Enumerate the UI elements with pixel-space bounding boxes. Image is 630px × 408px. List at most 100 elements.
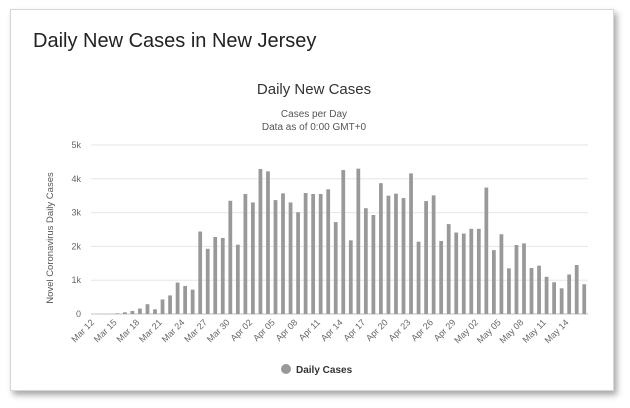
- bar[interactable]: [130, 310, 135, 314]
- x-tick-label: Mar 24: [160, 317, 187, 344]
- bar[interactable]: [296, 212, 300, 314]
- bar[interactable]: [198, 231, 203, 314]
- x-tick-label: Mar 15: [92, 317, 119, 344]
- grid-lines: [91, 144, 588, 315]
- bar[interactable]: [190, 289, 195, 314]
- bar[interactable]: [115, 313, 120, 314]
- bar[interactable]: [386, 195, 391, 314]
- legend-item[interactable]: Daily Cases: [281, 364, 353, 376]
- bar[interactable]: [183, 285, 188, 314]
- chart-subtitle-1: Cases per Day: [281, 109, 347, 120]
- bar[interactable]: [311, 194, 316, 314]
- bar[interactable]: [514, 245, 519, 314]
- bar[interactable]: [281, 193, 285, 314]
- bar[interactable]: [424, 201, 428, 314]
- y-axis-label: Novel Coronavirus Daily Cases: [45, 172, 56, 304]
- bar[interactable]: [461, 233, 466, 314]
- x-tick-label: May 05: [475, 317, 503, 345]
- bar[interactable]: [273, 200, 278, 314]
- bar[interactable]: [220, 237, 225, 314]
- bar[interactable]: [251, 202, 255, 314]
- bar[interactable]: [469, 228, 474, 314]
- bar[interactable]: [559, 288, 564, 314]
- bar[interactable]: [205, 248, 210, 314]
- bar[interactable]: [552, 282, 556, 314]
- bar[interactable]: [258, 168, 263, 314]
- bar[interactable]: [333, 222, 338, 314]
- bar[interactable]: [168, 295, 172, 314]
- bar[interactable]: [288, 202, 293, 314]
- bar[interactable]: [401, 198, 406, 314]
- bar[interactable]: [431, 195, 436, 314]
- bar[interactable]: [491, 250, 496, 314]
- bar[interactable]: [484, 187, 489, 314]
- bars: [115, 168, 587, 314]
- bar[interactable]: [537, 265, 541, 314]
- chart-subtitle-2: Data as of 0:00 GMT+0: [262, 122, 367, 133]
- x-tick-label: May 14: [543, 317, 571, 345]
- x-tick-label: Mar 12: [69, 317, 96, 344]
- bar[interactable]: [446, 224, 451, 314]
- chart-card: Daily New Cases in New Jersey Daily New …: [10, 9, 614, 391]
- bar[interactable]: [348, 240, 353, 314]
- y-tick-label: 1k: [71, 275, 81, 285]
- bar[interactable]: [266, 171, 270, 314]
- bar[interactable]: [544, 276, 549, 314]
- bar[interactable]: [454, 232, 459, 314]
- x-tick-label: Apr 05: [251, 317, 277, 343]
- x-tick-label: Apr 02: [228, 317, 254, 343]
- bar[interactable]: [574, 264, 579, 314]
- bar[interactable]: [153, 309, 157, 314]
- bar[interactable]: [228, 200, 233, 314]
- bar[interactable]: [175, 282, 180, 314]
- bar[interactable]: [326, 189, 331, 314]
- bar[interactable]: [303, 192, 308, 314]
- bar[interactable]: [318, 194, 323, 314]
- bar[interactable]: [145, 304, 150, 314]
- x-tick-label: Apr 23: [387, 317, 413, 343]
- x-tick-label: Apr 26: [409, 317, 435, 343]
- bar[interactable]: [363, 208, 368, 314]
- x-tick-label: May 08: [497, 317, 525, 345]
- bar[interactable]: [379, 183, 383, 314]
- x-tick-label: Apr 14: [319, 317, 345, 343]
- bar[interactable]: [356, 168, 361, 314]
- x-tick-label: Apr 08: [274, 317, 300, 343]
- legend-label: Daily Cases: [296, 365, 353, 376]
- bar[interactable]: [507, 268, 511, 314]
- cases-bar-chart: Daily New Cases Cases per Day Data as of…: [45, 81, 588, 376]
- bar[interactable]: [476, 228, 481, 314]
- bar[interactable]: [160, 299, 165, 314]
- chart-title: Daily New Cases: [257, 81, 371, 98]
- x-tick-label: Mar 30: [205, 317, 232, 344]
- bar[interactable]: [439, 240, 444, 314]
- bar[interactable]: [394, 193, 398, 314]
- x-tick-label: Apr 20: [364, 317, 390, 343]
- bar[interactable]: [371, 214, 376, 314]
- x-tick-label: Apr 17: [341, 317, 367, 343]
- y-tick-label: 0: [76, 309, 81, 319]
- bar[interactable]: [529, 268, 534, 314]
- bar[interactable]: [213, 236, 218, 314]
- x-tick-label: Mar 18: [114, 317, 141, 344]
- bar[interactable]: [416, 241, 421, 314]
- bar[interactable]: [522, 243, 526, 314]
- bar[interactable]: [123, 312, 127, 314]
- y-tick-label: 5k: [71, 140, 81, 150]
- x-tick-label: May 02: [452, 317, 480, 345]
- y-tick-labels: 0 1k 2k 3k 4k 5k: [71, 140, 81, 319]
- bar[interactable]: [243, 194, 248, 314]
- bar[interactable]: [341, 170, 346, 314]
- x-tick-label: Mar 27: [182, 317, 209, 344]
- y-tick-label: 3k: [71, 208, 81, 218]
- bar[interactable]: [235, 244, 240, 314]
- page-title: Daily New Cases in New Jersey: [33, 30, 317, 52]
- bar[interactable]: [567, 274, 572, 314]
- bar[interactable]: [409, 173, 413, 314]
- bar[interactable]: [499, 234, 504, 314]
- y-tick-label: 4k: [71, 174, 81, 184]
- bar[interactable]: [582, 284, 587, 314]
- bar[interactable]: [138, 308, 142, 314]
- legend-marker: [281, 364, 291, 374]
